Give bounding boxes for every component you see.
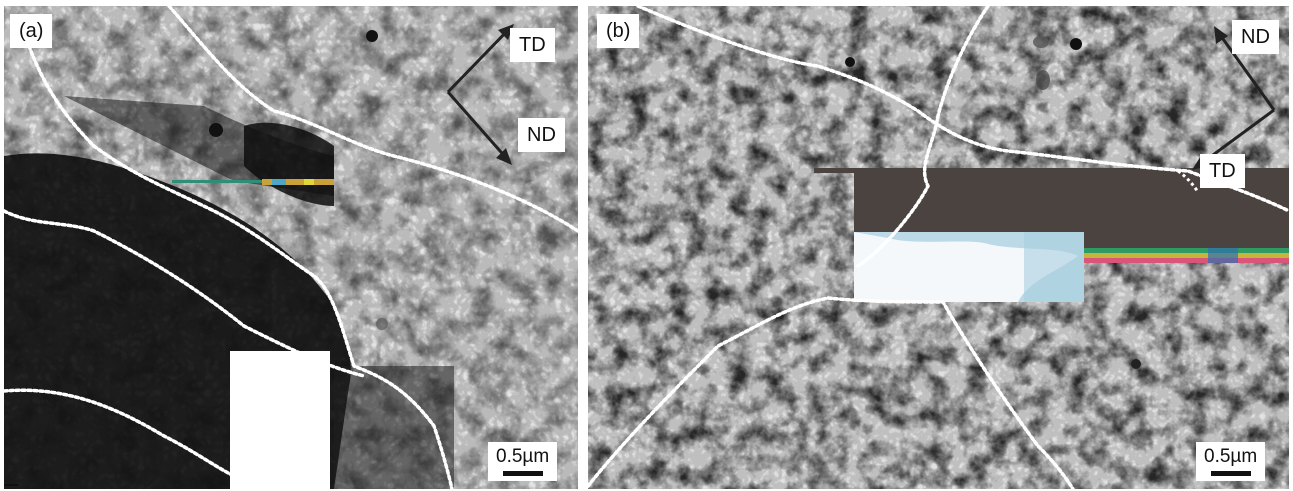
panel-label: (b)	[597, 14, 640, 48]
micrograph-panel-b: (b) ND TD 0.5µm	[588, 6, 1289, 489]
scale-bar-a: 0.5µm	[488, 442, 558, 481]
direction-label-nd: ND	[1232, 20, 1279, 54]
scale-bar-line	[1210, 471, 1251, 476]
scale-bar-b: 0.5µm	[1196, 442, 1266, 481]
direction-label-td: TD	[1200, 154, 1245, 188]
tem-micrograph-b	[588, 6, 1289, 489]
direction-label-td: TD	[510, 28, 555, 62]
tem-micrograph-a	[4, 6, 578, 489]
direction-label-nd: ND	[518, 118, 565, 152]
scale-bar-text: 0.5µm	[496, 446, 550, 467]
panel-label: (a)	[10, 14, 53, 48]
scale-bar-text: 0.5µm	[1204, 446, 1258, 467]
micrograph-panel-a: (a) TD ND 0.5µm	[4, 6, 578, 489]
scale-bar-line	[502, 471, 543, 476]
grain-boundary-lines	[588, 6, 1289, 489]
